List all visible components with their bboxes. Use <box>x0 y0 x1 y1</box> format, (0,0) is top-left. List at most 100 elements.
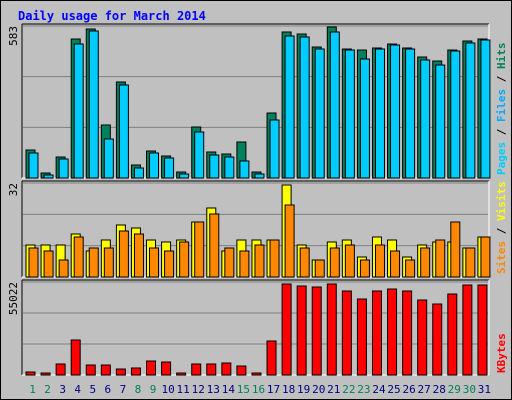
day-label: 21 <box>327 383 340 396</box>
kbytes-panel-bar-kbytes <box>266 340 277 376</box>
legend-hits-separator: / <box>495 69 508 89</box>
day-label: 18 <box>282 383 295 396</box>
day-label: 30 <box>463 383 476 396</box>
hits-panel-bar-files <box>390 44 401 179</box>
legend-kbytes-item: KBytes <box>495 333 508 373</box>
day-label: 3 <box>59 383 66 396</box>
legend-hits-item: Files <box>495 89 508 122</box>
hits-panel-bar-files <box>43 174 54 179</box>
hits-panel-bar-files <box>118 84 129 179</box>
visits-panel-bar-sites <box>284 204 295 278</box>
hits-panel-bar-files <box>103 138 114 179</box>
day-label: 24 <box>372 383 386 396</box>
hits-panel-bar-files <box>194 131 205 179</box>
visits-panel-bar-sites <box>435 239 446 278</box>
visits-panel-bar-sites <box>254 244 265 278</box>
legend-hits-item: Hits <box>495 43 508 70</box>
hits-panel-bar-files <box>58 158 69 179</box>
hits-panel-bar-files <box>374 48 385 179</box>
kbytes-panel-bar-kbytes <box>146 360 157 376</box>
visits-panel-bar-sites <box>194 221 205 278</box>
hits-panel-bar-files <box>299 36 310 179</box>
visits-panel-bar-sites <box>179 241 190 278</box>
hits-panel-bar-files <box>133 167 144 179</box>
visits-panel-bar-sites <box>58 259 69 278</box>
day-label: 29 <box>448 383 461 396</box>
day-label: 8 <box>135 383 142 396</box>
hits-panel-bar-files <box>450 50 461 179</box>
hits-panel-bar-files <box>179 173 190 179</box>
legend-hits-item: Pages <box>495 142 508 175</box>
kbytes-panel-bar-kbytes <box>100 364 111 376</box>
day-label: 26 <box>402 383 415 396</box>
visits-panel-bar-sites <box>103 247 114 278</box>
visits-panel-max-label: 32 <box>7 183 20 196</box>
kbytes-panel-bar-kbytes <box>326 283 337 376</box>
hits-panel-bar-files <box>209 154 220 179</box>
day-label: 4 <box>74 383 81 396</box>
kbytes-panel-bar-kbytes <box>191 363 202 376</box>
visits-panel-bar-sites <box>149 247 160 278</box>
visits-panel-bar-sites <box>390 250 401 278</box>
visits-panel-bar-sites <box>239 250 250 278</box>
day-label: 28 <box>433 383 446 396</box>
legend-visits: Sites / Visits <box>495 181 508 274</box>
kbytes-panel-bar-kbytes <box>356 298 367 376</box>
visits-panel-bar-sites <box>344 244 355 278</box>
visits-panel-bar-sites <box>299 247 310 278</box>
visits-panel-bar-sites <box>465 247 476 278</box>
kbytes-panel-bar-kbytes <box>311 286 322 376</box>
hits-panel-bar-files <box>344 49 355 179</box>
visits-panel-bar-sites <box>88 247 99 278</box>
visits-panel-bar-sites <box>374 244 385 278</box>
visits-panel-bar-sites <box>329 247 340 278</box>
hits-panel-bar-files <box>284 35 295 179</box>
kbytes-panel-bar-kbytes <box>296 285 307 376</box>
kbytes-panel-bar-kbytes <box>447 293 458 376</box>
hits-panel-bar-files <box>164 157 175 179</box>
day-label: 7 <box>120 383 127 396</box>
legend-visits-item: Visits <box>495 181 508 221</box>
kbytes-panel-bar-kbytes <box>251 372 262 376</box>
kbytes-panel-bar-kbytes <box>417 299 428 376</box>
legend-visits-item: Sites <box>495 241 508 274</box>
day-label: 17 <box>267 383 280 396</box>
hits-panel-bar-files <box>420 59 431 179</box>
day-label: 2 <box>44 383 51 396</box>
hits-panel-bar-files <box>88 30 99 179</box>
day-label: 22 <box>342 383 355 396</box>
day-label: 15 <box>237 383 250 396</box>
day-label: 11 <box>177 383 190 396</box>
visits-panel-bar-sites <box>209 213 220 278</box>
legend-hits: Pages / Files / Hits <box>495 43 508 176</box>
kbytes-panel-bar-kbytes <box>70 339 81 376</box>
kbytes-panel-bar-kbytes <box>130 367 141 376</box>
hits-panel-bar-files <box>224 156 235 179</box>
legend-kbytes: KBytes <box>495 333 508 373</box>
kbytes-panel-bar-kbytes <box>462 284 473 376</box>
hits-panel-bar-files <box>314 48 325 179</box>
kbytes-panel-bar-kbytes <box>281 283 292 376</box>
visits-panel-bar-sites <box>314 259 325 278</box>
day-label: 9 <box>150 383 157 396</box>
day-label: 5 <box>89 383 96 396</box>
day-label: 19 <box>297 383 310 396</box>
hits-panel-bar-files <box>254 173 265 179</box>
hits-panel-bar-files <box>435 64 446 179</box>
hits-panel-bar-files <box>465 42 476 179</box>
day-label: 10 <box>161 383 174 396</box>
hits-panel-bar-files <box>329 31 340 179</box>
kbytes-panel-bar-kbytes <box>341 290 352 376</box>
visits-panel-bar-sites <box>118 230 129 278</box>
kbytes-panel-bar-kbytes <box>236 365 247 376</box>
hits-panel-max-label: 583 <box>7 26 20 46</box>
kbytes-panel-bar-kbytes <box>25 371 36 376</box>
visits-panel-bar-sites <box>269 239 280 278</box>
hits-panel-bar-files <box>269 119 280 179</box>
hits-panel-bar-files <box>73 43 84 179</box>
visits-panel-bar-sites <box>405 259 416 278</box>
day-label: 27 <box>418 383 431 396</box>
visits-panel-bar-sites <box>73 236 84 278</box>
kbytes-panel-bar-kbytes <box>55 363 66 376</box>
day-label: 12 <box>192 383 205 396</box>
